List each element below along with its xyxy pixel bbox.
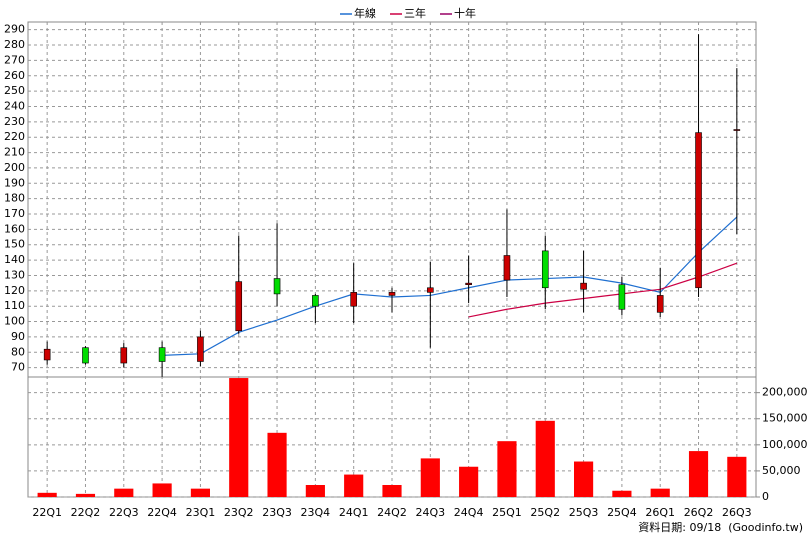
ma-line — [468, 262, 738, 318]
y-tick-label: 190 — [4, 176, 25, 189]
candle-body — [43, 348, 51, 361]
candle-body — [312, 295, 319, 307]
candle-body — [197, 336, 204, 362]
volume-bar — [650, 488, 670, 497]
x-tick-label: 22Q3 — [109, 506, 139, 519]
y-tick-label: 80 — [11, 345, 25, 358]
y-tick-label: 250 — [4, 84, 25, 97]
y-tick-label: 120 — [4, 284, 25, 297]
volume-bar — [535, 420, 555, 497]
y-tick-label: 240 — [4, 99, 25, 112]
y2-tick-label: 50,000 — [762, 464, 801, 477]
candle-body — [465, 282, 472, 285]
x-tick-label: 26Q1 — [645, 506, 675, 519]
x-tick-label: 24Q3 — [415, 506, 445, 519]
candle-body — [158, 347, 166, 362]
x-tick-label: 25Q2 — [530, 506, 560, 519]
candle-body — [273, 278, 281, 295]
candle-body — [120, 347, 128, 364]
x-tick-label: 24Q2 — [377, 506, 407, 519]
volume-bar — [229, 378, 249, 497]
volume-bar — [727, 456, 747, 497]
y-tick-label: 270 — [4, 53, 25, 66]
volume-bar — [459, 466, 479, 497]
legend-label: 三年 — [404, 6, 426, 20]
x-tick-label: 23Q3 — [262, 506, 292, 519]
candle-body — [580, 282, 587, 290]
x-tick-label: 22Q1 — [32, 506, 62, 519]
y-tick-label: 90 — [11, 330, 25, 343]
candle-body — [82, 347, 89, 364]
volume-bar — [114, 488, 134, 497]
x-tick-label: 26Q2 — [684, 506, 714, 519]
candle-body — [235, 281, 243, 332]
x-tick-label: 22Q2 — [71, 506, 101, 519]
y-tick-label: 130 — [4, 268, 25, 281]
candle-body — [503, 255, 511, 281]
y-tick-label: 210 — [4, 146, 25, 159]
y-tick-label: 220 — [4, 130, 25, 143]
y-tick-label: 290 — [4, 23, 25, 36]
ma-line — [162, 216, 738, 356]
volume-bar — [75, 493, 96, 497]
x-tick-label: 25Q1 — [492, 506, 522, 519]
volume-bar — [612, 490, 632, 497]
x-tick-label: 26Q3 — [722, 506, 752, 519]
x-tick-label: 25Q4 — [607, 506, 637, 519]
volume-bar — [37, 492, 57, 497]
candle-body — [388, 292, 396, 296]
candle-body — [618, 284, 626, 310]
y-tick-label: 280 — [4, 38, 25, 51]
volume-bar — [152, 483, 172, 497]
y-tick-label: 260 — [4, 69, 25, 82]
y2-tick-label: 200,000 — [762, 386, 808, 399]
volume-bar — [688, 451, 709, 497]
x-tick-label: 22Q4 — [147, 506, 177, 519]
y-tick-label: 110 — [4, 299, 25, 312]
source-note: 資料日期: 09/18 (Goodinfo.tw) — [638, 520, 803, 534]
x-tick-label: 23Q2 — [224, 506, 254, 519]
volume-bar — [574, 461, 594, 497]
y-tick-label: 170 — [4, 207, 25, 220]
candle-body — [427, 287, 434, 293]
x-tick-label: 24Q1 — [339, 506, 369, 519]
volume-bar — [305, 485, 325, 497]
candle-body — [541, 250, 549, 289]
candle-body — [695, 132, 702, 289]
y-tick-label: 140 — [4, 253, 25, 266]
candle-body — [733, 129, 741, 131]
x-tick-label: 24Q4 — [454, 506, 484, 519]
volume-bar — [382, 485, 402, 497]
candle-body — [350, 292, 357, 307]
y2-tick-label: 150,000 — [762, 412, 808, 425]
volume-bar — [190, 488, 210, 497]
y-tick-label: 150 — [4, 238, 25, 251]
volume-bar — [267, 432, 287, 497]
x-tick-label: 23Q4 — [301, 506, 331, 519]
y-tick-label: 160 — [4, 222, 25, 235]
y-tick-label: 200 — [4, 161, 25, 174]
y-tick-label: 230 — [4, 115, 25, 128]
volume-bar — [420, 458, 440, 497]
y2-tick-label: 0 — [762, 490, 769, 503]
legend-label: 年線 — [354, 6, 376, 20]
y-tick-label: 70 — [11, 361, 25, 374]
legend-label: 十年 — [454, 6, 476, 20]
y2-tick-label: 100,000 — [762, 438, 808, 451]
y-tick-label: 180 — [4, 192, 25, 205]
volume-bar — [344, 474, 364, 497]
candle-body — [656, 295, 664, 313]
y-tick-label: 100 — [4, 315, 25, 328]
x-tick-label: 23Q1 — [186, 506, 216, 519]
x-tick-label: 25Q3 — [569, 506, 599, 519]
volume-bar — [497, 441, 517, 497]
